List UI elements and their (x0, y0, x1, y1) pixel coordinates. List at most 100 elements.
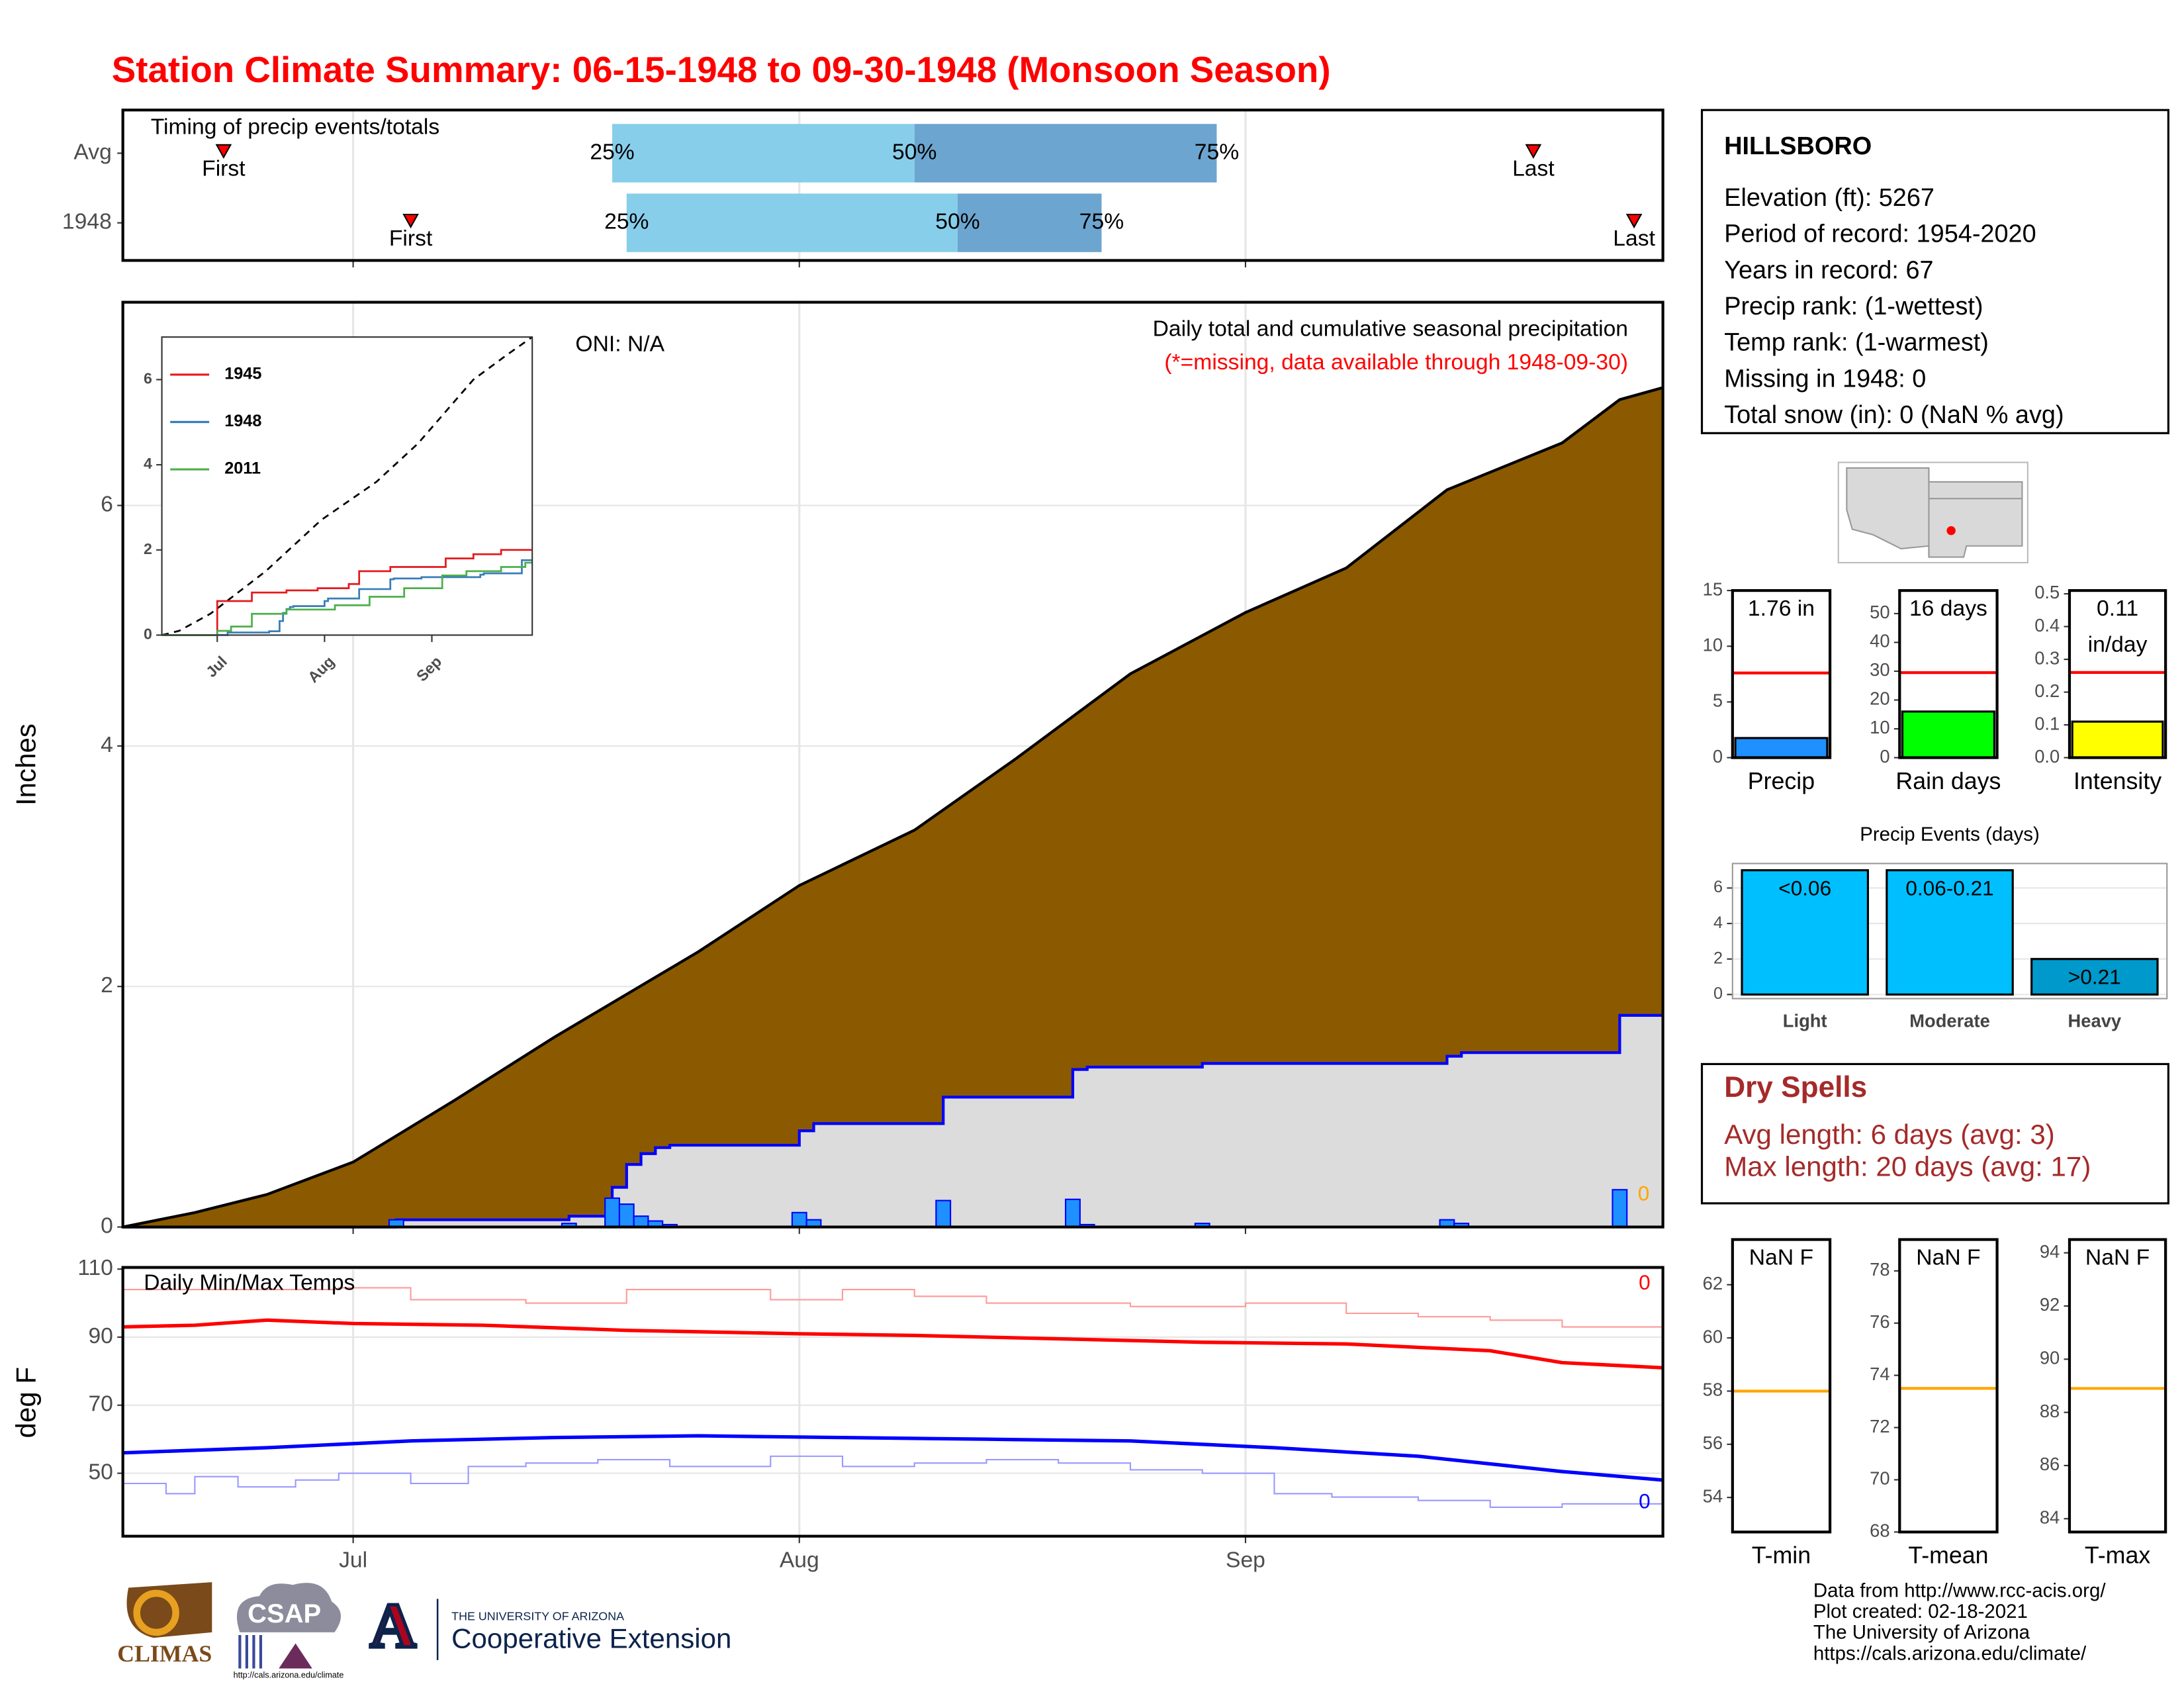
y-tick-label: 72 (1870, 1416, 1889, 1436)
y-tick-label: 68 (1870, 1521, 1889, 1541)
value-label-box: NaN F (1749, 1246, 1814, 1270)
y-tick-label: 0.1 (2034, 713, 2060, 733)
timing-title: Timing of precip events/totals (151, 115, 439, 139)
station-line: Years in record: 67 (1724, 256, 1933, 284)
station-line: Temp rank: (1-warmest) (1724, 329, 1989, 357)
quartile-bar (957, 193, 1102, 252)
y-tick-label: 94 (2040, 1241, 2060, 1262)
logo-text: THE UNIVERSITY OF ARIZONA (451, 1609, 624, 1622)
y-tick-label: 2 (144, 540, 152, 557)
plots: Avg First 25% 50% 75% Last 1948 First 25% 50% 75% L… (62, 109, 2168, 1572)
oni-label: ONI: N/A (575, 332, 664, 357)
bar (1734, 737, 1829, 759)
logo-text: http://cals.arizona.edu/climate (234, 1670, 344, 1679)
credit: https://cals.arizona.edu/climate/ (1813, 1642, 2087, 1664)
station-line: Total snow (in): 0 (NaN % avg) (1724, 401, 2064, 429)
state-border (1928, 467, 2023, 557)
station-line: Elevation (ft): 5267 (1724, 184, 1934, 212)
value-label-box: NaN F (2085, 1246, 2150, 1270)
y-tick-label: 0 (144, 626, 152, 643)
overlay: Station Climate Summary: 06-15-1948 to 0… (11, 49, 2169, 1679)
event-marker (1625, 213, 1643, 229)
y-tick-label: 5 (1713, 690, 1723, 711)
event-marker (1525, 144, 1542, 159)
daily-bar (604, 1197, 620, 1228)
panel-background (2069, 1239, 2166, 1532)
y-tick-label: 0 (1713, 984, 1723, 1003)
bar-label: >0.21 (2068, 965, 2121, 989)
panel-border (1731, 863, 2168, 1000)
value-label-box: 16 days (1909, 597, 1987, 622)
bar (2071, 720, 2164, 759)
station-line: Missing in 1948: 0 (1724, 365, 1926, 393)
temps-title: Daily Min/Max Temps (144, 1271, 355, 1295)
panel-border (121, 301, 1664, 1229)
marker-label: 75% (1195, 140, 1239, 164)
y-tick-label: 60 (1703, 1326, 1723, 1346)
y-tick-label: 10 (1703, 634, 1723, 655)
y-tick-label: 50 (1870, 602, 1889, 622)
category-label: Light (1783, 1011, 1827, 1031)
value-label: NaN F (1749, 1246, 1814, 1270)
missing-max: 0 (1639, 1270, 1651, 1294)
value-label-box: 1.76 in (1748, 598, 1815, 622)
marker-label: 50% (892, 140, 936, 164)
precip-subtitle: (*=missing, data available through 1948-… (1164, 350, 1628, 375)
y-axis-label: Inches (11, 724, 42, 806)
y-tick-label: 4 (101, 733, 113, 757)
panel-border (1731, 588, 1832, 759)
series-line (161, 336, 533, 636)
panel-background (122, 1267, 1663, 1536)
category-label: T-max (2085, 1542, 2150, 1569)
cumulative-line (122, 386, 1664, 1229)
panel-border (1898, 1238, 1999, 1534)
daily-bar (633, 1215, 649, 1228)
panel-border (2068, 1238, 2167, 1534)
cumulative-area (122, 387, 1663, 1227)
dry-spells-title: Dry Spells (1724, 1071, 1867, 1103)
y-tick-label: 0.4 (2034, 615, 2060, 635)
y-tick-label: 70 (88, 1392, 113, 1417)
credit: Data from http://www.rcc-acis.org/ (1813, 1580, 2106, 1602)
y-tick-label: 0.5 (2034, 582, 2060, 602)
station-box (1700, 109, 2169, 434)
value-label-box: 0.11 in/day (2088, 598, 2148, 657)
panel-border (1898, 588, 1999, 759)
chart-title: Precip Events (days) (1860, 823, 2040, 845)
bar-label: 0.06-0.21 (1905, 876, 1993, 900)
y-tick-label: 2 (101, 973, 113, 998)
y-tick-label: 78 (1870, 1259, 1889, 1280)
missing-count: 0 (1638, 1182, 1650, 1205)
station-name: HILLSBORO (1724, 132, 1872, 160)
y-tick-label: 86 (2040, 1454, 2060, 1474)
x-tick-label: Sep (1226, 1548, 1265, 1572)
category-label: T-mean (1908, 1542, 1988, 1569)
bar (1741, 869, 1869, 996)
row-label: Avg (73, 140, 111, 164)
value-label: 16 days (1909, 597, 1987, 622)
category-label: Precip (1748, 768, 1815, 794)
panel-background (161, 337, 533, 635)
y-tick-label: 10 (1870, 717, 1889, 737)
x-tick-label: Jul (339, 1548, 367, 1572)
station-line: Period of record: 1954-2020 (1724, 220, 2036, 248)
daily-bar (1612, 1189, 1628, 1228)
y-tick-label: 110 (77, 1256, 113, 1280)
y-axis-label: deg F (11, 1367, 42, 1438)
station-lines: Elevation (ft): 5267 Period of record: 19… (1724, 184, 2064, 429)
panel-border (121, 1266, 1664, 1538)
category-label: Rain days (1895, 768, 2001, 794)
y-tick-label: 4 (144, 455, 152, 472)
panel-border (1731, 1238, 1832, 1534)
y-tick-label: 50 (88, 1460, 113, 1484)
series-line (122, 1434, 1663, 1482)
logo-shape (238, 1635, 263, 1669)
y-tick-label: 6 (1713, 878, 1723, 896)
daily-bar (618, 1203, 635, 1228)
logo-shape (279, 1643, 312, 1669)
series-line (122, 1318, 1663, 1370)
y-tick-label: 62 (1703, 1273, 1723, 1293)
y-tick-label: 70 (1870, 1468, 1889, 1489)
series-line (122, 1287, 1663, 1328)
logo-shape (236, 1583, 341, 1632)
